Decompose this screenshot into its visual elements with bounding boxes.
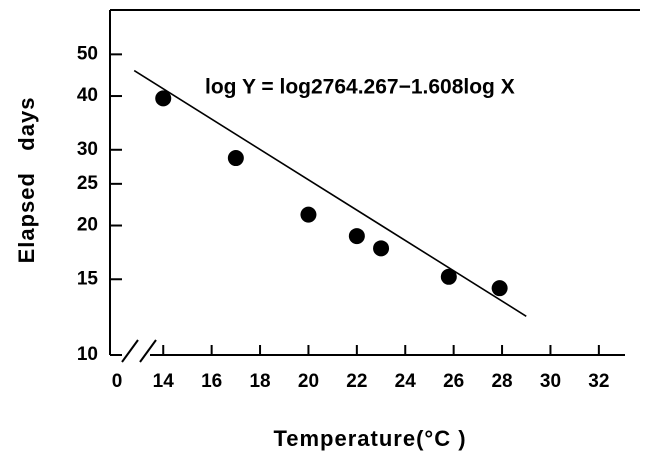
x-axis-label: Temperature(°C ): [273, 426, 466, 451]
x-tick-label: 26: [443, 371, 464, 392]
y-tick-label: 10: [77, 344, 98, 365]
axis-break: [121, 339, 139, 363]
y-tick-label: 20: [77, 215, 98, 236]
point: [227, 150, 244, 167]
x-tick-label: 24: [395, 371, 417, 392]
x-tick-label: 32: [588, 371, 609, 392]
equation: log Y = log2764.267−1.608log X: [205, 76, 515, 99]
axis-break: [139, 339, 157, 363]
y-axis-label: Elapsed days: [14, 97, 39, 264]
point: [348, 228, 365, 245]
fit-line: [133, 69, 527, 317]
point: [155, 90, 172, 107]
x-tick-label: 0: [112, 371, 123, 392]
x-tick-label: 30: [540, 371, 561, 392]
x-tick-label: 14: [153, 371, 175, 392]
point: [440, 268, 457, 285]
x-tick-label: 16: [201, 371, 222, 392]
x-tick-label: 22: [346, 371, 367, 392]
point: [373, 240, 390, 257]
x-tick-label: 18: [249, 371, 270, 392]
y-tick-label: 40: [77, 85, 98, 106]
x-tick-label: 28: [491, 371, 512, 392]
y-tick-label: 15: [77, 268, 99, 289]
y-tick-label: 50: [77, 43, 98, 64]
y-tick-label: 30: [77, 139, 98, 160]
y-tick-label: 25: [77, 173, 99, 194]
x-tick-label: 20: [298, 371, 319, 392]
point: [491, 280, 508, 297]
point: [300, 206, 317, 223]
